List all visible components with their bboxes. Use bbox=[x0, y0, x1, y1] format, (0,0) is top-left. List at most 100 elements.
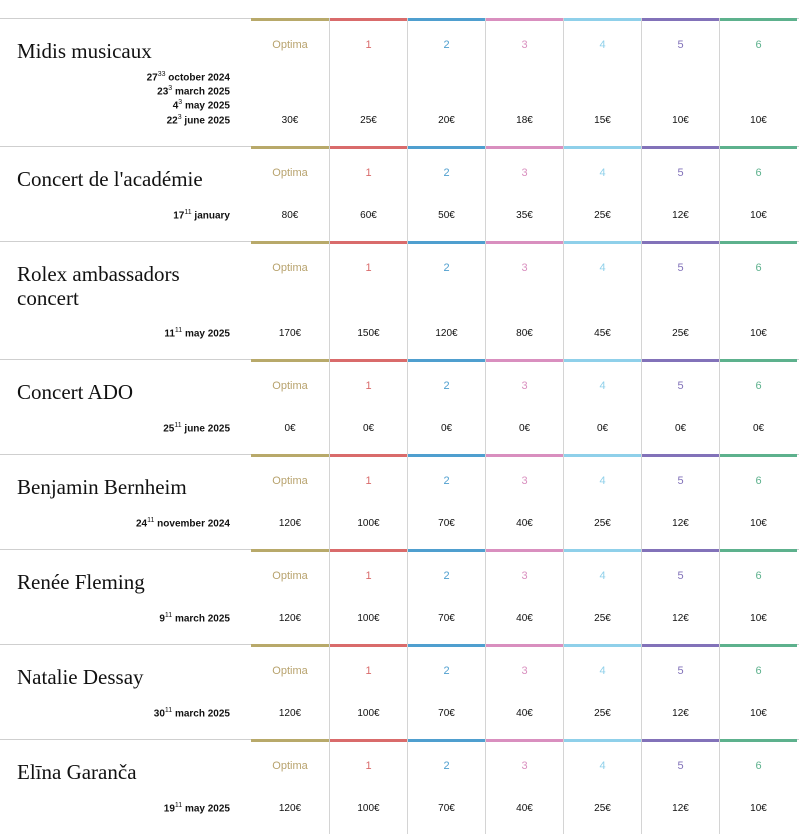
date-rest: october 2024 bbox=[165, 72, 230, 84]
price-category-5: 5 0€ bbox=[641, 359, 719, 454]
category-price: 120€ bbox=[278, 803, 302, 814]
category-label: 4 bbox=[599, 665, 606, 677]
price-category-2: 2 70€ bbox=[407, 739, 485, 834]
category-color-bar bbox=[251, 146, 329, 149]
category-label: 2 bbox=[443, 262, 450, 274]
date-sup: 11 bbox=[174, 326, 183, 334]
category-color-bar bbox=[564, 359, 641, 362]
price-category-1: 1 100€ bbox=[329, 739, 407, 834]
category-price: 0€ bbox=[518, 423, 531, 434]
category-price: 25€ bbox=[594, 803, 611, 814]
date-rest: march 2025 bbox=[172, 613, 230, 624]
category-price: 0€ bbox=[440, 423, 453, 434]
category-label: 3 bbox=[521, 760, 528, 772]
date-rest: november 2024 bbox=[154, 518, 230, 529]
date-day: 4 bbox=[172, 100, 179, 112]
category-price: 60€ bbox=[360, 210, 377, 221]
category-price: 10€ bbox=[750, 328, 767, 339]
price-category-6: 6 10€ bbox=[719, 739, 797, 834]
concert-row: Concert ADO 2511 june 2025 Optima 0€ 1 0€ 2 0€ 3… bbox=[0, 359, 799, 454]
concert-title: Renée Fleming bbox=[17, 570, 145, 594]
category-price: 50€ bbox=[438, 210, 455, 221]
category-color-bar bbox=[251, 644, 329, 647]
date-sup: 3 bbox=[178, 99, 183, 107]
concert-title: Midis musicaux bbox=[17, 39, 152, 63]
category-label: Optima bbox=[272, 167, 308, 179]
category-color-bar bbox=[408, 146, 485, 149]
date-sup: 11 bbox=[184, 208, 192, 216]
price-category-2: 2 70€ bbox=[407, 454, 485, 549]
price-category-6: 6 10€ bbox=[719, 454, 797, 549]
category-color-bar bbox=[642, 18, 719, 21]
price-category-3: 3 40€ bbox=[485, 739, 563, 834]
concert-dates: 911 march 2025 bbox=[159, 610, 230, 624]
category-color-bar bbox=[720, 454, 797, 457]
category-label: 1 bbox=[365, 262, 372, 274]
category-color-bar bbox=[408, 241, 485, 244]
category-label: 2 bbox=[443, 760, 450, 772]
price-category-6: 6 10€ bbox=[719, 146, 797, 241]
concert-title: Natalie Dessay bbox=[17, 665, 144, 689]
price-category-3: 3 80€ bbox=[485, 241, 563, 359]
category-color-bar bbox=[251, 359, 329, 362]
price-category-2: 2 120€ bbox=[407, 241, 485, 359]
category-label: 3 bbox=[521, 380, 528, 392]
category-color-bar bbox=[720, 644, 797, 647]
price-category-1: 1 0€ bbox=[329, 359, 407, 454]
category-price: 0€ bbox=[596, 423, 609, 434]
price-category-optima: Optima 120€ bbox=[251, 454, 329, 549]
category-label: 1 bbox=[365, 380, 372, 392]
concert-row: Benjamin Bernheim 2411 november 2024 Optim… bbox=[0, 454, 799, 549]
category-label: 6 bbox=[755, 167, 762, 179]
category-price: 10€ bbox=[750, 115, 767, 126]
pricing-table: Midis musicaux 2733 october 2024 233 march… bbox=[0, 18, 799, 834]
category-price: 100€ bbox=[357, 613, 380, 624]
category-label: 2 bbox=[443, 570, 450, 582]
category-color-bar bbox=[330, 359, 407, 362]
category-label: Optima bbox=[272, 380, 308, 392]
category-color-bar bbox=[408, 359, 485, 362]
concert-row: Rolex ambassadors concert 1111 may 2025 Op… bbox=[0, 241, 799, 359]
category-price: 45€ bbox=[594, 328, 611, 339]
category-price: 120€ bbox=[278, 708, 302, 719]
category-color-bar bbox=[564, 18, 641, 21]
price-category-4: 4 25€ bbox=[563, 739, 641, 834]
concert-dates: 1911 may 2025 bbox=[164, 800, 230, 814]
category-price: 12€ bbox=[672, 210, 689, 221]
category-price: 12€ bbox=[672, 518, 689, 529]
date-day: 23 bbox=[157, 86, 169, 98]
category-label: 1 bbox=[365, 570, 372, 582]
price-category-optima: Optima 80€ bbox=[251, 146, 329, 241]
category-price: 0€ bbox=[674, 423, 687, 434]
category-label: 3 bbox=[521, 39, 528, 51]
category-price: 10€ bbox=[750, 803, 767, 814]
price-category-2: 2 20€ bbox=[407, 18, 485, 146]
price-category-1: 1 150€ bbox=[329, 241, 407, 359]
category-label: Optima bbox=[272, 760, 308, 772]
date-line: 233 march 2025 bbox=[147, 83, 230, 97]
category-label: 6 bbox=[755, 570, 762, 582]
category-color-bar bbox=[642, 549, 719, 552]
category-price: 70€ bbox=[438, 518, 455, 529]
category-color-bar bbox=[330, 146, 407, 149]
category-label: 2 bbox=[443, 167, 450, 179]
concert-title: Concert de l'académie bbox=[17, 167, 203, 191]
category-label: 3 bbox=[521, 262, 528, 274]
category-label: 5 bbox=[677, 380, 684, 392]
category-label: 1 bbox=[365, 665, 372, 677]
category-label: 5 bbox=[677, 665, 684, 677]
category-label: 1 bbox=[365, 167, 372, 179]
category-label: 3 bbox=[521, 475, 528, 487]
price-category-5: 5 25€ bbox=[641, 241, 719, 359]
price-category-3: 3 40€ bbox=[485, 644, 563, 739]
category-price: 150€ bbox=[357, 328, 380, 339]
date-rest: may 2025 bbox=[182, 803, 230, 814]
category-label: 6 bbox=[755, 475, 762, 487]
category-color-bar bbox=[330, 549, 407, 552]
category-price: 40€ bbox=[516, 708, 533, 719]
concert-dates: 2411 november 2024 bbox=[136, 515, 230, 529]
price-category-5: 5 10€ bbox=[641, 18, 719, 146]
price-category-1: 1 60€ bbox=[329, 146, 407, 241]
price-category-4: 4 45€ bbox=[563, 241, 641, 359]
category-color-bar bbox=[330, 241, 407, 244]
